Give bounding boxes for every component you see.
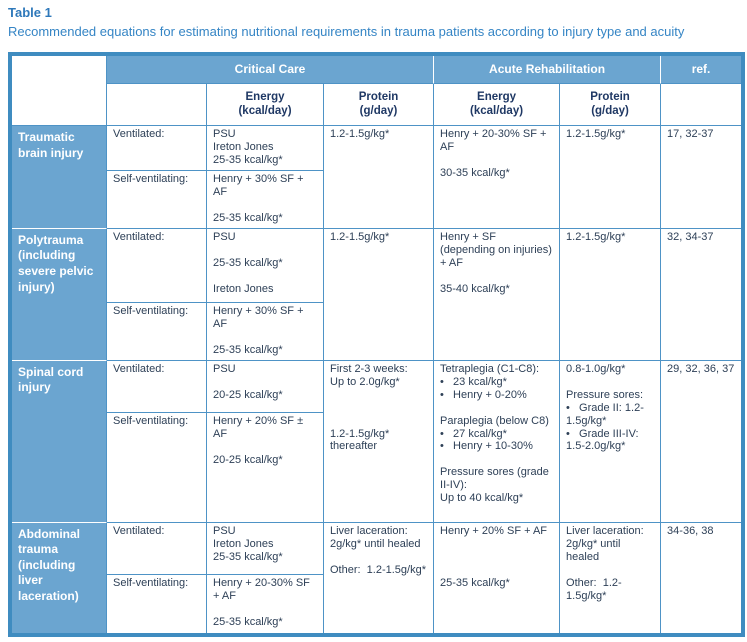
- cc-energy-ventilated-cell: PSU Ireton Jones 25-35 kcal/kg*: [207, 126, 324, 171]
- status-self-ventilating: Self-ventilating:: [107, 574, 207, 633]
- status-ventilated: Ventilated:: [107, 228, 207, 303]
- cc-energy-self-ventilating-cell: Henry + 30% SF + AF 25-35 kcal/kg*: [207, 170, 324, 229]
- header-cc-energy: Energy (kcal/day): [207, 84, 324, 126]
- ref-cell: 29, 32, 36, 37: [661, 361, 742, 523]
- status-self-ventilating: Self-ventilating:: [107, 302, 207, 361]
- cc-protein-cell: 1.2-1.5g/kg*: [324, 228, 435, 361]
- header-ref: ref.: [661, 56, 742, 84]
- status-ventilated: Ventilated:: [107, 360, 207, 413]
- header-acute-rehabilitation: Acute Rehabilitation: [434, 56, 662, 84]
- status-ventilated: Ventilated:: [107, 522, 207, 575]
- cc-protein-cell: First 2-3 weeks: Up to 2.0g/kg* 1.2-1.5g…: [324, 360, 435, 523]
- ar-protein-cell: 0.8-1.0g/kg* Pressure sores: • Grade II:…: [560, 360, 662, 523]
- table-subtitle: Recommended equations for estimating nut…: [8, 24, 685, 39]
- ref-cell: 34-36, 38: [667, 524, 714, 537]
- header-ar-energy: Energy (kcal/day): [434, 84, 561, 126]
- ref-cell: 32, 34-37: [661, 229, 742, 361]
- row-label-spinal-cord-injury: Spinal cord injury: [12, 360, 107, 523]
- ref-cell: 17, 32-37: [661, 126, 742, 229]
- corner-empty-cell: [12, 56, 107, 126]
- cc-energy-ventilated-cell: PSU 20-25 kcal/kg*: [207, 360, 324, 413]
- header-status-empty-cell: [107, 84, 207, 126]
- header-ar-protein: Protein (g/day): [560, 84, 662, 126]
- ar-energy-cell: Henry + 20% SF + AF 25-35 kcal/kg*: [434, 522, 561, 633]
- ar-protein-cell: 1.2-1.5g/kg*: [560, 126, 662, 229]
- cc-energy-self-ventilating-cell: Henry + 30% SF + AF 25-35 kcal/kg*: [207, 302, 324, 361]
- ar-energy-cell: Henry + SF (depending on injuries) + AF …: [434, 228, 561, 361]
- cc-protein-cell: 1.2-1.5g/kg*: [324, 126, 435, 229]
- row-label-polytrauma: Polytrauma (including severe pelvic inju…: [12, 228, 107, 361]
- row-label-traumatic-brain-injury: Traumatic brain injury: [12, 126, 107, 229]
- cc-energy-ventilated-cell: PSU Ireton Jones 25-35 kcal/kg*: [207, 522, 324, 575]
- ar-protein-cell: Liver laceration: 2g/kg* until healed Ot…: [560, 522, 662, 633]
- ar-energy-cell: Henry + 20-30% SF + AF 30-35 kcal/kg*: [434, 126, 561, 229]
- ar-protein-cell: 1.2-1.5g/kg*: [560, 228, 662, 361]
- cc-protein-cell: Liver laceration: 2g/kg* until healed Ot…: [324, 522, 435, 633]
- header-cc-protein: Protein (g/day): [324, 84, 435, 126]
- cc-energy-self-ventilating-cell: Henry + 20% SF ± AF 20-25 kcal/kg*: [207, 412, 324, 523]
- row-label-abdominal-trauma: Abdominal trauma (including liver lacera…: [12, 522, 107, 633]
- status-self-ventilating: Self-ventilating:: [107, 412, 207, 523]
- cc-energy-ventilated-cell: PSU 25-35 kcal/kg* Ireton Jones: [207, 228, 324, 303]
- status-ventilated: Ventilated:: [107, 126, 207, 171]
- cc-energy-self-ventilating-cell: Henry + 20-30% SF + AF 25-35 kcal/kg*: [207, 574, 324, 633]
- nutrition-requirements-table: Critical Care Acute Rehabilitation ref. …: [8, 52, 746, 637]
- header-critical-care: Critical Care: [107, 56, 435, 84]
- table-title: Table 1: [8, 5, 52, 20]
- ar-energy-cell: Tetraplegia (C1-C8): • 23 kcal/kg* • Hen…: [434, 360, 561, 523]
- status-self-ventilating: Self-ventilating:: [107, 170, 207, 229]
- header-ref-empty-cell: [661, 84, 742, 126]
